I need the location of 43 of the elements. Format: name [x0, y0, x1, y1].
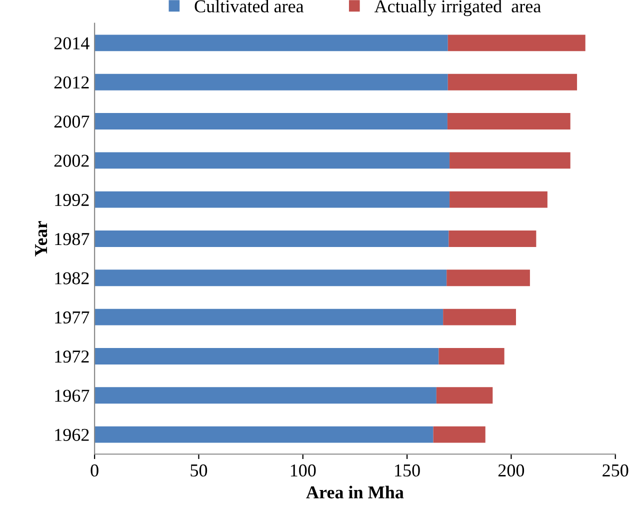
bar: [94, 308, 444, 326]
bar: [94, 230, 449, 247]
x-tick-label: 0: [90, 464, 98, 477]
bar: [448, 74, 578, 90]
bar: [94, 348, 439, 364]
bar: [443, 308, 516, 326]
bar: [94, 152, 450, 169]
y-tick-label: 1982: [55, 272, 89, 284]
y-tick-label: 1987: [55, 232, 90, 246]
y-tick-label: 1967: [55, 390, 90, 402]
bar: [446, 270, 530, 286]
bar: [438, 348, 504, 364]
y-tick-label: 2007: [54, 116, 90, 128]
x-tick-label: 150: [395, 464, 420, 477]
bar: [94, 387, 436, 404]
bar: [448, 230, 536, 247]
x-tick-label: 100: [290, 464, 316, 477]
bar: [94, 74, 448, 90]
bar: [94, 270, 447, 286]
y-tick-label: 1962: [55, 428, 89, 441]
legend-label: Cultivated area: [194, 0, 304, 12]
y-axis-title: Year: [35, 221, 48, 256]
x-tick-label: 50: [190, 464, 208, 477]
bar: [94, 426, 434, 443]
legend-label: Actually irrigated area: [374, 0, 541, 16]
bar: [436, 387, 493, 404]
bar: [450, 191, 548, 208]
bar: [433, 426, 486, 443]
bar: [450, 152, 570, 169]
y-tick-label: 2002: [54, 154, 89, 167]
bar: [94, 34, 448, 52]
bar: [448, 34, 586, 52]
bar: [447, 113, 570, 130]
y-tick-label: 2012: [54, 76, 89, 89]
y-tick-label: 2014: [54, 37, 90, 50]
y-tick-label: 1992: [55, 194, 89, 206]
x-axis-title: Area in Mha: [306, 486, 404, 498]
y-tick-label: 1972: [55, 350, 89, 363]
x-tick-label: 200: [498, 464, 524, 477]
bar: [94, 191, 450, 208]
bar: [94, 113, 448, 130]
y-tick-label: 1977: [55, 311, 90, 324]
x-tick-label: 250: [602, 464, 628, 477]
